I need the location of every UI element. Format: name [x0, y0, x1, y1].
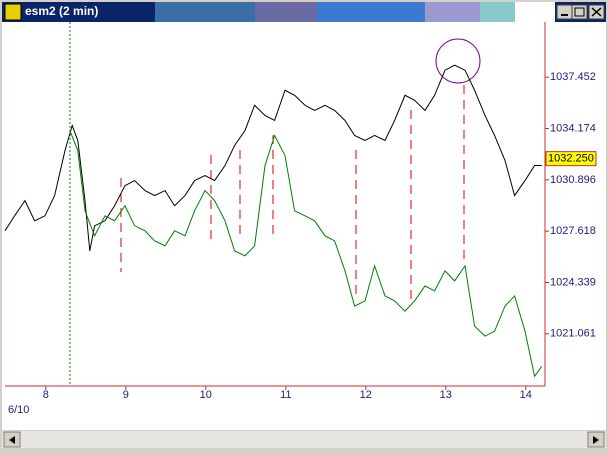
title-bar-band [255, 2, 317, 22]
x-tick-label: 10 [200, 389, 212, 401]
price-marker-box [545, 151, 597, 167]
y-tick-label: 1021.061 [550, 328, 596, 340]
title-bar-band [317, 2, 425, 22]
scrollbar[interactable] [2, 431, 606, 448]
app-icon [4, 3, 22, 21]
x-tick-label: 11 [280, 389, 291, 401]
y-tick-label: 1030.896 [550, 174, 596, 186]
y-tick-label: 1027.618 [550, 225, 596, 237]
x-tick-label: 8 [43, 389, 49, 401]
y-tick-label: 1037.452 [550, 71, 596, 83]
minimize-button[interactable] [556, 4, 573, 20]
maximize-glyph [574, 7, 585, 17]
series-line [69, 130, 543, 378]
title-bar-band [425, 2, 480, 22]
y-tick-label: 1034.174 [550, 122, 596, 134]
title-bar-band [480, 2, 515, 22]
scroll-left-arrow [9, 436, 15, 444]
window-title: esm2 (2 min) [25, 4, 98, 18]
x-tick-label: 9 [123, 389, 129, 401]
title-bar-band [155, 2, 255, 22]
chart-area [2, 22, 606, 430]
title-bar-band [515, 2, 555, 22]
highlight-circle [435, 38, 481, 84]
maximize-button[interactable] [571, 4, 588, 20]
scroll-right-arrow [593, 436, 599, 444]
price-marker-label: 1032.250 [548, 153, 594, 165]
x-tick-label: 13 [440, 389, 452, 401]
close-glyph [591, 7, 602, 17]
series-line [4, 64, 542, 251]
date-label: 6/10 [8, 404, 29, 416]
x-tick-label: 14 [520, 389, 532, 401]
x-tick-label: 12 [360, 389, 372, 401]
y-tick-label: 1024.339 [550, 276, 596, 288]
